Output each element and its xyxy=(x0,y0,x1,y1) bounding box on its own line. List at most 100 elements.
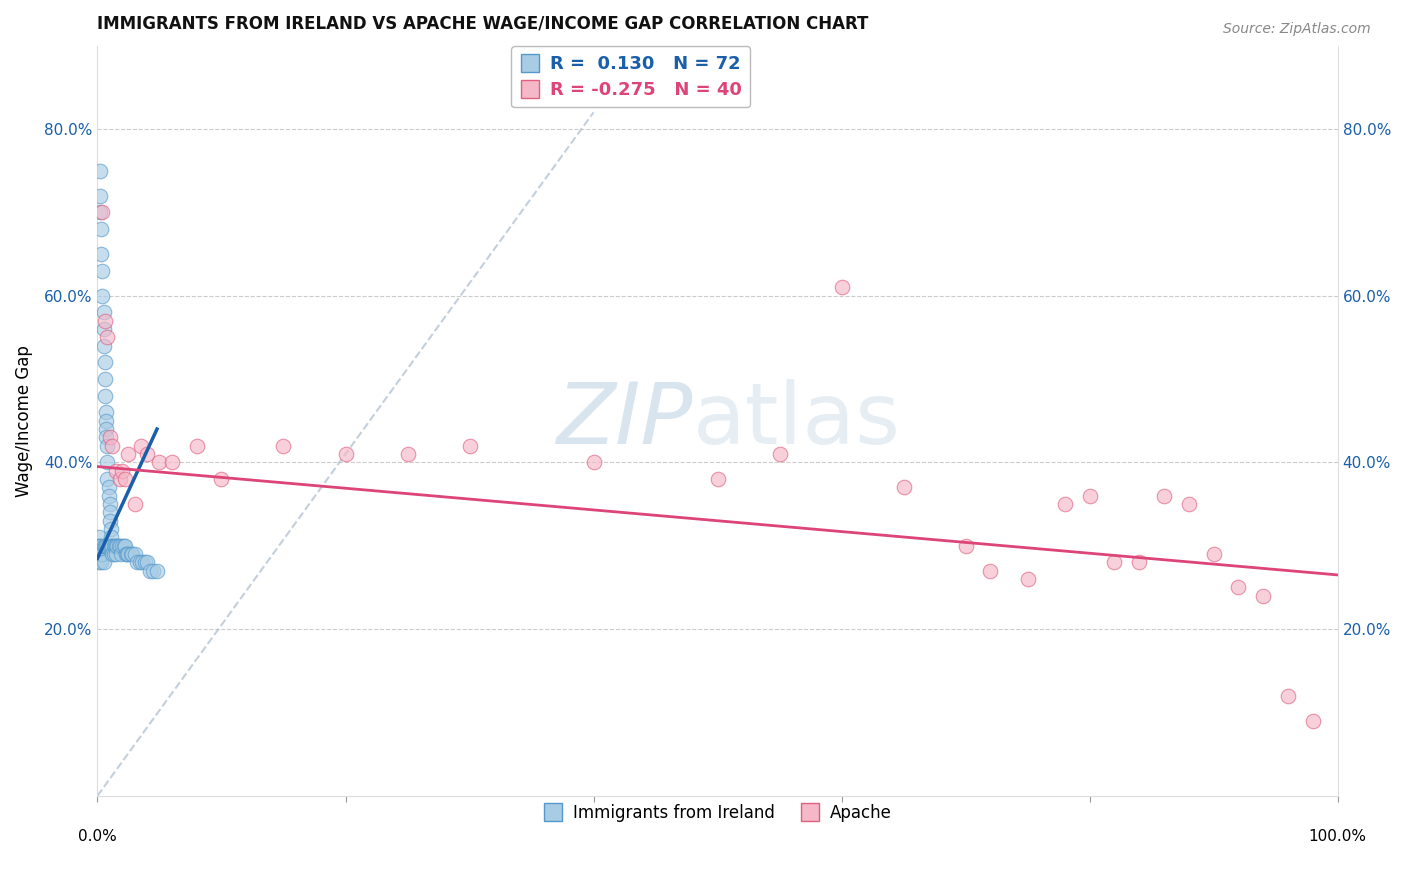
Point xyxy=(127,556,149,570)
Point xyxy=(97,539,120,553)
Point xyxy=(89,188,111,202)
Point xyxy=(96,439,118,453)
Point xyxy=(96,330,118,344)
Point xyxy=(103,539,125,553)
Point xyxy=(582,455,605,469)
Point xyxy=(105,547,128,561)
Point xyxy=(893,480,915,494)
Point xyxy=(96,539,118,553)
Point xyxy=(108,472,131,486)
Point xyxy=(211,472,233,486)
Point xyxy=(396,447,419,461)
Point xyxy=(1178,497,1201,511)
Point xyxy=(114,472,136,486)
Point xyxy=(91,263,114,277)
Point xyxy=(100,530,122,544)
Point xyxy=(1277,689,1299,703)
Point xyxy=(105,539,128,553)
Point xyxy=(90,222,112,236)
Point xyxy=(335,447,357,461)
Point xyxy=(93,339,115,353)
Point xyxy=(110,547,132,561)
Point xyxy=(100,539,122,553)
Point xyxy=(96,455,118,469)
Point xyxy=(104,539,127,553)
Point xyxy=(979,564,1001,578)
Point xyxy=(1251,589,1274,603)
Point xyxy=(131,556,153,570)
Text: atlas: atlas xyxy=(693,379,901,462)
Point xyxy=(1104,556,1126,570)
Point xyxy=(124,497,146,511)
Point xyxy=(97,489,120,503)
Point xyxy=(96,472,118,486)
Point xyxy=(101,439,124,453)
Point xyxy=(117,547,139,561)
Point xyxy=(87,556,110,570)
Point xyxy=(89,205,111,219)
Point xyxy=(89,163,111,178)
Point xyxy=(93,539,115,553)
Point xyxy=(96,422,118,436)
Point xyxy=(458,439,481,453)
Point xyxy=(101,547,124,561)
Point xyxy=(831,280,853,294)
Point xyxy=(94,355,117,369)
Point xyxy=(1017,572,1039,586)
Point xyxy=(93,556,115,570)
Text: ZIP: ZIP xyxy=(557,379,693,462)
Text: IMMIGRANTS FROM IRELAND VS APACHE WAGE/INCOME GAP CORRELATION CHART: IMMIGRANTS FROM IRELAND VS APACHE WAGE/I… xyxy=(97,15,869,33)
Point xyxy=(114,539,136,553)
Point xyxy=(94,389,117,403)
Point xyxy=(90,247,112,261)
Point xyxy=(111,539,134,553)
Point xyxy=(93,322,115,336)
Point xyxy=(107,539,129,553)
Point xyxy=(129,439,152,453)
Point xyxy=(96,414,118,428)
Legend: Immigrants from Ireland, Apache: Immigrants from Ireland, Apache xyxy=(537,797,898,829)
Point xyxy=(90,556,112,570)
Point xyxy=(93,305,115,319)
Point xyxy=(91,205,114,219)
Point xyxy=(94,372,117,386)
Point xyxy=(97,480,120,494)
Point xyxy=(87,530,110,544)
Point xyxy=(1202,547,1225,561)
Point xyxy=(111,464,134,478)
Point xyxy=(128,556,150,570)
Point xyxy=(91,547,114,561)
Point xyxy=(1078,489,1101,503)
Point xyxy=(112,539,135,553)
Point xyxy=(96,405,118,419)
Point xyxy=(103,547,125,561)
Point xyxy=(1153,489,1175,503)
Point xyxy=(273,439,295,453)
Point xyxy=(108,539,131,553)
Text: 0.0%: 0.0% xyxy=(79,830,117,844)
Point xyxy=(134,556,156,570)
Point xyxy=(98,514,121,528)
Point xyxy=(160,455,183,469)
Point xyxy=(1053,497,1076,511)
Point xyxy=(89,547,111,561)
Point xyxy=(94,539,117,553)
Point xyxy=(100,522,122,536)
Point xyxy=(706,472,728,486)
Point xyxy=(98,505,121,519)
Point xyxy=(115,547,138,561)
Point xyxy=(90,539,112,553)
Point xyxy=(148,455,170,469)
Text: 100.0%: 100.0% xyxy=(1309,830,1367,844)
Y-axis label: Wage/Income Gap: Wage/Income Gap xyxy=(15,345,32,497)
Point xyxy=(186,439,208,453)
Point xyxy=(136,556,159,570)
Point xyxy=(105,464,128,478)
Point xyxy=(105,539,128,553)
Point xyxy=(94,314,117,328)
Point xyxy=(96,539,118,553)
Point xyxy=(115,547,138,561)
Point xyxy=(138,564,160,578)
Text: Source: ZipAtlas.com: Source: ZipAtlas.com xyxy=(1223,22,1371,37)
Point xyxy=(117,447,139,461)
